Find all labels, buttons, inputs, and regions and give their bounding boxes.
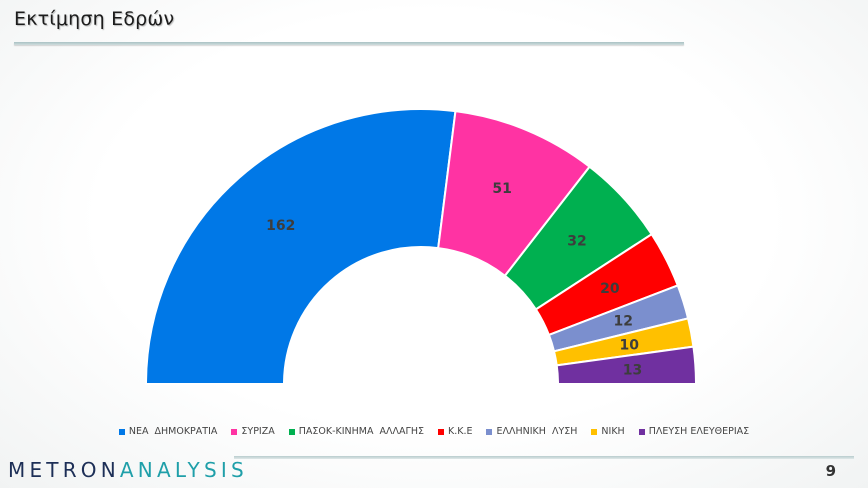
data-label-5: 12 xyxy=(614,314,633,330)
footer-divider xyxy=(234,456,854,459)
data-label-7: 13 xyxy=(623,363,642,379)
segment-1 xyxy=(144,108,457,385)
segment-7 xyxy=(555,345,698,385)
legend-item-4: Κ.Κ.Ε xyxy=(437,426,473,437)
legend-item-6: ΝΙΚΗ xyxy=(591,426,625,437)
page-title: Εκτίμηση Εδρών xyxy=(14,8,175,30)
legend-item-2: ΣΥΡΙΖΑ xyxy=(231,426,275,437)
legend-label: ΠΛΕΥΣΗ ΕΛΕΥΘΕΡΙΑΣ xyxy=(648,426,750,437)
legend-item-7: ΠΛΕΥΣΗ ΕΛΕΥΘΕΡΙΑΣ xyxy=(638,426,750,437)
legend-swatch xyxy=(437,428,444,435)
legend-swatch xyxy=(118,428,125,435)
chart-legend: ΝΕΑ ΔΗΜΟΚΡΑΤΙΑ ΣΥΡΙΖΑ ΠΑΣΟΚ-ΚΙΝΗΜΑ ΑΛΛΑΓΗΣ… xyxy=(0,426,868,437)
data-label-3: 32 xyxy=(567,234,586,250)
legend-label: ΕΛΛΗΝΙΚΗ ΛΥΣΗ xyxy=(496,426,578,437)
title-divider xyxy=(14,42,684,45)
data-label-2: 51 xyxy=(492,181,511,197)
metron-analysis-logo: METRONANALYSIS xyxy=(8,458,248,482)
legend-swatch xyxy=(486,428,493,435)
legend-item-5: ΕΛΛΗΝΙΚΗ ΛΥΣΗ xyxy=(486,426,577,437)
legend-label: ΠΑΣΟΚ-ΚΙΝΗΜΑ ΑΛΛΑΓΗΣ xyxy=(298,426,424,437)
legend-label: ΝΙΚΗ xyxy=(601,426,625,437)
legend-item-3: ΠΑΣΟΚ-ΚΙΝΗΜΑ ΑΛΛΑΓΗΣ xyxy=(288,426,424,437)
data-label-1: 162 xyxy=(266,218,295,234)
legend-label: Κ.Κ.Ε xyxy=(447,426,473,437)
legend-item-1: ΝΕΑ ΔΗΜΟΚΡΑΤΙΑ xyxy=(118,426,218,437)
legend-swatch xyxy=(231,428,238,435)
legend-swatch xyxy=(638,428,645,435)
legend-swatch xyxy=(288,428,295,435)
legend-label: ΝΕΑ ΔΗΜΟΚΡΑΤΙΑ xyxy=(128,426,218,437)
legend-swatch xyxy=(591,428,598,435)
data-label-6: 10 xyxy=(620,337,640,353)
legend-label: ΣΥΡΙΖΑ xyxy=(241,426,275,437)
page-number: 9 xyxy=(825,462,836,480)
data-label-4: 20 xyxy=(600,281,620,297)
